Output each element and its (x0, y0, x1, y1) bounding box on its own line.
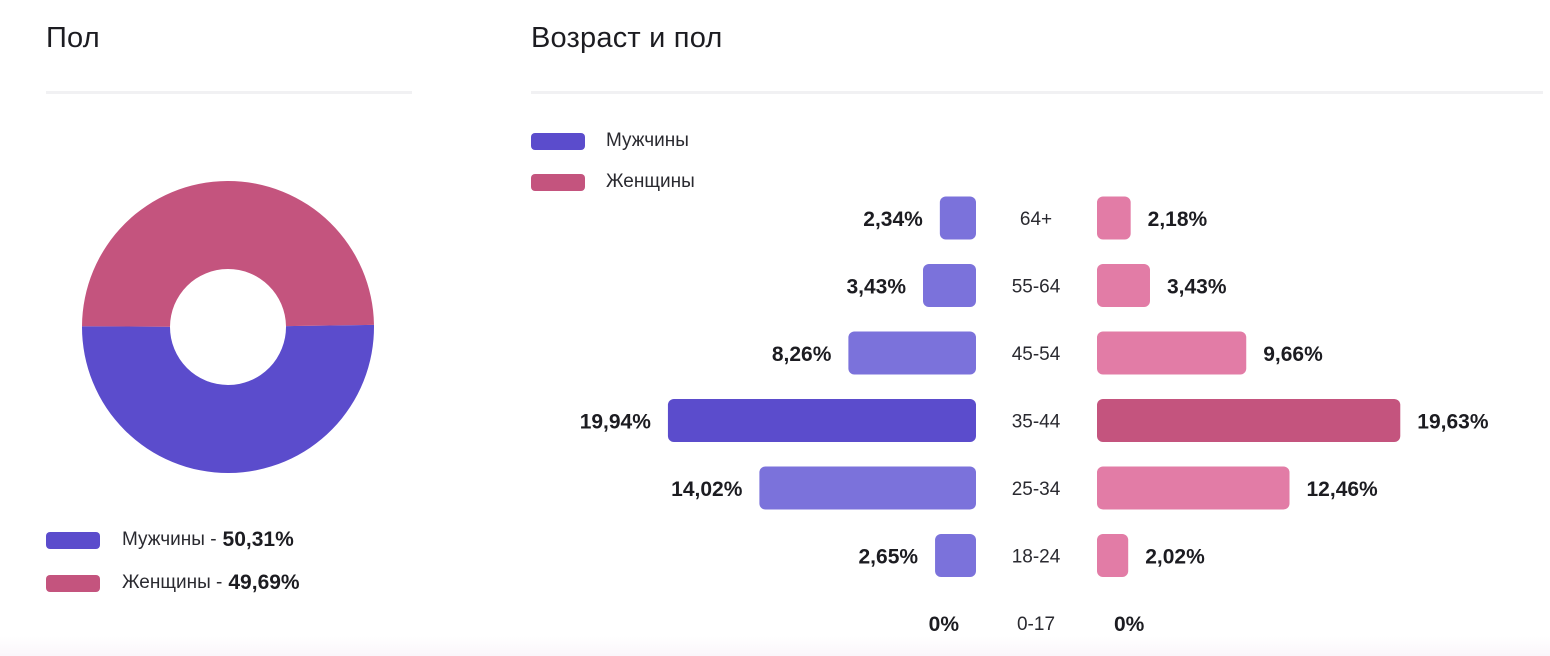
gender-legend-male: Мужчины - 50,31% (46, 528, 294, 552)
donut-slice-male[interactable] (82, 324, 375, 473)
age-panel-title: Возраст и пол (531, 22, 723, 54)
female-bar-label: 9,66% (1263, 343, 1323, 366)
female-bar[interactable] (1097, 331, 1247, 375)
female-bar[interactable] (1097, 534, 1129, 577)
gender-legend-female-label: Женщины - (122, 572, 223, 593)
legend-swatch-male (531, 132, 585, 150)
donut-slice-female[interactable] (82, 180, 374, 327)
age-group-label: 18-24 (1012, 547, 1061, 568)
age-group-label: 0-17 (1017, 614, 1055, 635)
age-legend-male: Мужчины (531, 130, 689, 152)
gender-legend-male-value: 50,31% (222, 528, 294, 551)
gender-panel-divider (46, 91, 412, 94)
female-bar-label: 2,18% (1148, 208, 1208, 231)
female-bar-label: 0% (1114, 613, 1145, 636)
gender-donut-chart (82, 180, 375, 473)
gender-legend-male-label: Мужчины - (122, 529, 217, 550)
male-bar-label: 2,34% (863, 208, 923, 231)
gender-legend-swatch-female (46, 574, 100, 592)
age-group-label: 25-34 (1012, 479, 1061, 500)
male-bar-label: 19,94% (580, 411, 652, 434)
gender-legend-female-value: 49,69% (228, 571, 300, 594)
male-bar[interactable] (759, 466, 976, 510)
gender-legend-swatch-male (46, 531, 100, 549)
age-group-label: 55-64 (1012, 277, 1061, 298)
female-bar[interactable] (1097, 264, 1150, 307)
male-bar[interactable] (939, 196, 976, 240)
bottom-fade (0, 636, 1550, 656)
female-bar[interactable] (1097, 466, 1290, 510)
age-group-label: 64+ (1020, 209, 1052, 230)
gender-legend-female: Женщины - 49,69% (46, 571, 300, 595)
female-bar[interactable] (1097, 196, 1131, 240)
female-bar-label: 3,43% (1167, 276, 1227, 299)
age-gender-pyramid-chart: 64+ 2,34% 2,18% 55-64 3,43% 3,43% 45-54 8,26% 9,… (580, 196, 1489, 636)
age-panel-divider (531, 91, 1543, 94)
female-bar-label: 2,02% (1145, 546, 1205, 569)
age-group-label: 45-54 (1012, 344, 1061, 365)
male-bar-label: 0% (929, 613, 960, 636)
male-bar-label: 2,65% (859, 546, 919, 569)
female-bar-label: 12,46% (1307, 478, 1379, 501)
male-bar-label: 3,43% (846, 276, 906, 299)
male-bar[interactable] (848, 331, 976, 375)
male-bar-label: 14,02% (671, 478, 743, 501)
male-bar-label: 8,26% (772, 343, 832, 366)
female-bar[interactable] (1097, 399, 1401, 442)
age-legend-male-label: Мужчины (606, 130, 689, 151)
age-legend-female: Женщины (531, 171, 695, 193)
age-legend-female-label: Женщины (606, 171, 695, 192)
gender-panel-title: Пол (46, 22, 100, 54)
female-bar-label: 19,63% (1417, 411, 1489, 434)
male-bar[interactable] (667, 399, 976, 442)
male-bar[interactable] (923, 264, 976, 307)
legend-swatch-female (531, 173, 585, 191)
male-bar[interactable] (935, 534, 976, 577)
age-group-label: 35-44 (1012, 412, 1061, 433)
